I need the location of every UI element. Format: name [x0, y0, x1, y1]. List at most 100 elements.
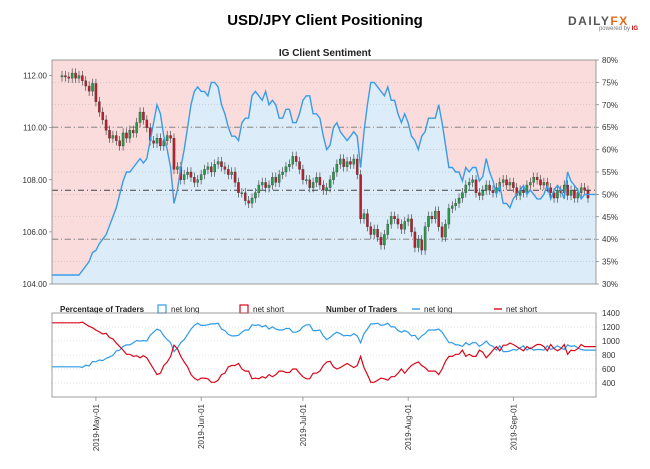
right-axis-tick-label: 70% — [602, 101, 618, 110]
price-candle — [484, 184, 488, 191]
price-candle — [94, 83, 98, 102]
price-candle — [264, 182, 267, 188]
price-candle — [457, 197, 461, 204]
price-sentiment-chart: 80% 75% 70% 65% 60% 55% 50% 45% 40% 35% 30% 112.00 1… — [23, 56, 618, 289]
price-candle — [257, 184, 261, 193]
price-candle — [91, 83, 94, 92]
price-candle — [566, 184, 569, 196]
price-candle — [182, 174, 186, 180]
price-candle — [549, 187, 552, 193]
legend-net-long-swatch — [157, 304, 167, 314]
price-candle — [467, 182, 471, 186]
price-candle — [542, 182, 546, 186]
price-candle — [216, 161, 220, 165]
price-candle — [372, 229, 376, 235]
price-candle — [464, 184, 468, 193]
price-candle — [118, 140, 121, 147]
price-candle — [305, 179, 308, 181]
price-candle — [569, 190, 573, 196]
right-axis-tick-label: 45% — [602, 213, 618, 222]
right-axis-tick-label: 35% — [602, 258, 618, 267]
left-axis-tick-label: 108.00 — [23, 176, 48, 185]
price-candle — [169, 135, 172, 139]
price-candle — [359, 174, 362, 220]
price-candle — [315, 177, 318, 183]
price-candle — [335, 164, 339, 173]
left-axis-tick-label: 106.00 — [23, 228, 48, 237]
price-candle — [505, 179, 508, 186]
price-candle — [322, 184, 325, 191]
price-candle — [430, 216, 434, 220]
right-axis-tick-label: 40% — [602, 235, 618, 244]
price-candle — [277, 174, 281, 183]
price-candle — [396, 218, 400, 225]
price-candle — [220, 161, 223, 167]
price-candle — [274, 177, 278, 183]
net-long-count-line — [52, 322, 596, 369]
price-candle — [311, 182, 315, 188]
price-candle — [233, 171, 237, 183]
price-candle — [352, 158, 356, 165]
price-candle — [512, 182, 515, 188]
price-candle — [230, 171, 233, 175]
price-candle — [186, 171, 189, 175]
price-candle — [447, 208, 451, 225]
price-candle — [67, 76, 71, 79]
x-axis-tick-label: 2019-May-01 — [92, 403, 101, 451]
price-candle — [427, 216, 430, 227]
price-candle — [203, 169, 206, 175]
price-candle — [237, 182, 240, 193]
legend-count-long-label: net long — [424, 305, 452, 314]
x-axis: 2019-May-01 2019-Jun-01 2019-Jul-01 2019-Au… — [92, 397, 518, 451]
price-candle — [579, 187, 583, 193]
chart-title: USD/JPY Client Positioning — [227, 12, 423, 29]
price-candle — [342, 158, 345, 167]
price-candle — [325, 187, 328, 191]
price-candle — [355, 158, 359, 175]
sentiment-chart-title: IG Client Sentiment — [279, 48, 372, 59]
price-candle — [508, 182, 512, 186]
price-candle — [383, 234, 386, 246]
price-candle — [121, 132, 125, 147]
legend-net-short-swatch — [239, 304, 249, 314]
price-candle — [145, 119, 149, 128]
price-candle — [301, 169, 305, 180]
net-long-percentage-line — [52, 81, 596, 276]
price-candle — [366, 213, 369, 227]
price-candle — [406, 218, 410, 222]
count-axis-tick-label: 1400 — [602, 309, 620, 318]
right-axis-tick-label: 65% — [602, 123, 618, 132]
price-candle — [227, 169, 230, 175]
price-candle — [376, 229, 379, 238]
sub-plot-frame — [51, 312, 597, 398]
price-candle — [288, 164, 291, 167]
price-candle — [345, 161, 349, 167]
price-candle — [84, 80, 88, 87]
legend-percentage-title: Percentage of Traders — [60, 305, 145, 314]
price-candle — [281, 171, 284, 175]
price-candle — [243, 192, 247, 201]
price-candle — [128, 130, 132, 139]
price-candle — [461, 192, 464, 199]
price-candle — [318, 177, 322, 186]
price-candle — [532, 177, 535, 183]
logo-wordmark: DAILYFX — [568, 14, 629, 28]
price-candle — [529, 182, 532, 186]
price-candle — [417, 239, 420, 248]
count-axis-tick-label: 800 — [602, 351, 616, 360]
price-candle — [539, 179, 542, 186]
legend-number-title: Number of Traders — [326, 305, 398, 314]
price-candle — [437, 210, 440, 227]
count-axis-tick-label: 1200 — [602, 323, 620, 332]
price-candle — [101, 111, 104, 121]
price-candle — [522, 190, 525, 193]
legend-net-long-label: net long — [171, 305, 199, 314]
price-candle — [501, 179, 505, 183]
price-candle — [420, 239, 423, 251]
price-candle — [196, 179, 199, 183]
price-candle — [206, 166, 210, 170]
x-axis-tick-label: 2019-Aug-01 — [404, 403, 413, 450]
x-axis-tick-label: 2019-Jun-01 — [197, 403, 206, 448]
price-candle — [444, 223, 447, 238]
